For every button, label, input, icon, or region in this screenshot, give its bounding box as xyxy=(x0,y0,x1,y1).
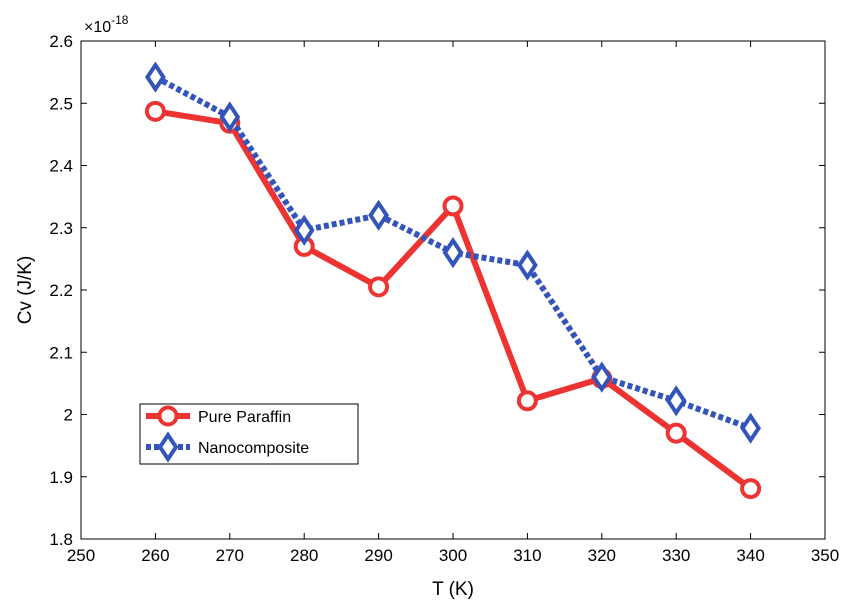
x-tick-labels: 250 260 270 280 290 300 310 320 330 340 350 xyxy=(67,546,839,565)
legend-entry-pure-paraffin: Pure Paraffin xyxy=(198,409,291,426)
legend-swatches xyxy=(146,405,190,463)
legend-entry-nanocomposite: Nanocomposite xyxy=(198,440,309,457)
data-point-pure-paraffin xyxy=(740,478,762,500)
data-point-nanocomposite xyxy=(740,412,762,444)
data-point-pure-paraffin xyxy=(516,390,538,412)
data-point-nanocomposite xyxy=(516,249,538,281)
data-point-nanocomposite xyxy=(219,101,241,133)
data-point-nanocomposite xyxy=(368,199,390,231)
y-tick-label: 2.6 xyxy=(49,32,73,51)
x-tick-label: 250 xyxy=(67,546,95,565)
x-tick-label: 290 xyxy=(364,546,392,565)
data-point-pure-paraffin xyxy=(144,100,166,122)
x-tick-label: 270 xyxy=(216,546,244,565)
data-point-nanocomposite xyxy=(144,61,166,93)
y-tick-label: 2.5 xyxy=(49,94,73,113)
x-tick-label: 280 xyxy=(290,546,318,565)
y-tick-label: 2.4 xyxy=(49,157,73,176)
x-tick-label: 350 xyxy=(811,546,839,565)
data-point-pure-paraffin xyxy=(665,422,687,444)
legend-swatch-marker-pure-paraffin xyxy=(157,405,179,427)
y-tick-label: 2.2 xyxy=(49,281,73,300)
data-point-nanocomposite xyxy=(293,214,315,246)
x-tick-label: 260 xyxy=(141,546,169,565)
y-tick-label: 1.9 xyxy=(49,468,73,487)
axis-ticks xyxy=(80,40,826,540)
x-tick-label: 320 xyxy=(588,546,616,565)
legend-swatch-marker-nanocomposite xyxy=(157,431,179,463)
x-tick-label: 310 xyxy=(513,546,541,565)
y-tick-label: 2.1 xyxy=(49,343,73,362)
data-point-pure-paraffin xyxy=(368,276,390,298)
data-point-nanocomposite xyxy=(665,385,687,417)
y-tick-labels: 1.8 1.9 2 2.1 2.2 2.3 2.4 2.5 2.6 xyxy=(49,32,73,549)
series-nanocomposite xyxy=(144,61,762,444)
y-tick-label: 2.3 xyxy=(49,219,73,238)
y-tick-label: 1.8 xyxy=(49,530,73,549)
x-tick-label: 300 xyxy=(439,546,467,565)
series-layer xyxy=(144,61,762,500)
x-tick-label: 330 xyxy=(662,546,690,565)
data-point-pure-paraffin xyxy=(442,195,464,217)
data-point-nanocomposite xyxy=(442,237,464,269)
x-axis-label: T (K) xyxy=(432,579,474,600)
y-tick-label: 2 xyxy=(64,406,73,425)
data-point-nanocomposite xyxy=(591,361,613,393)
y-exponent-label: ×10-18 xyxy=(84,13,129,36)
y-axis-label: Cv (J/K) xyxy=(15,256,36,325)
legend: Pure Paraffin Nanocomposite xyxy=(139,403,359,465)
x-tick-label: 340 xyxy=(736,546,764,565)
